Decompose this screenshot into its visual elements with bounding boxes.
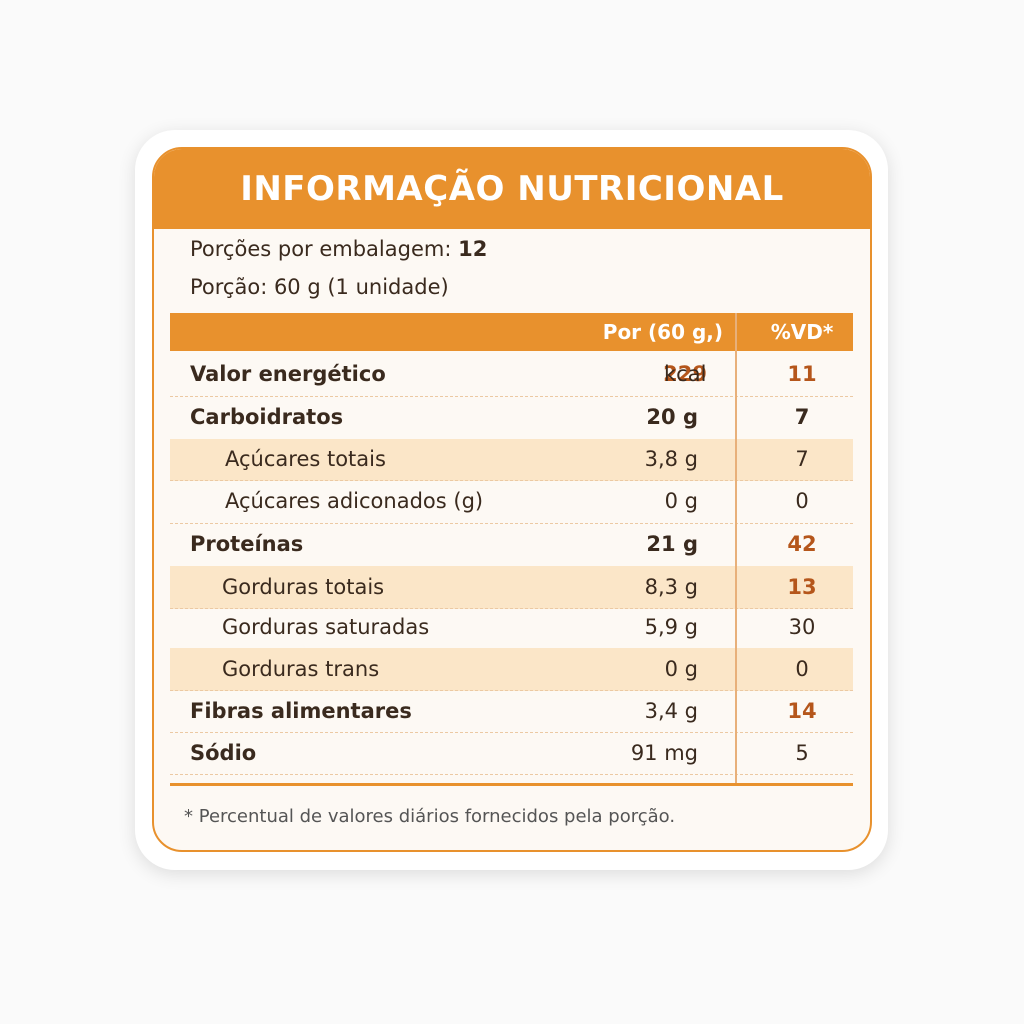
footnote-text: Percentual de valores diários fornecidos… bbox=[198, 806, 676, 827]
servings-label: Porções por embalagem: bbox=[190, 237, 452, 261]
nutrient: Sódio bbox=[190, 741, 257, 765]
nutrient: Açúcares totais bbox=[225, 447, 386, 471]
footnote: * Percentual de valores diários fornecid… bbox=[184, 806, 675, 827]
col-vd: %VD* bbox=[770, 320, 834, 344]
title: INFORMAÇÃO NUTRICIONAL bbox=[154, 149, 870, 229]
amount: 91 mg bbox=[630, 741, 698, 765]
table-header: Por (60 g,) %VD* bbox=[170, 313, 853, 351]
row: Proteínas 21 g 42 bbox=[170, 523, 853, 567]
vd: 7 bbox=[795, 447, 809, 471]
row: Sódio 91 mg 5 bbox=[170, 732, 853, 775]
amount: 3,4 g bbox=[644, 699, 698, 723]
amount: 0 g bbox=[664, 657, 698, 681]
vd: 30 bbox=[788, 615, 816, 639]
col-amount: Por (60 g,) bbox=[602, 320, 723, 344]
divider bbox=[735, 313, 737, 783]
vd: 7 bbox=[794, 405, 810, 429]
vd: 5 bbox=[795, 741, 809, 765]
nutrient: Proteínas bbox=[190, 532, 304, 556]
servings: Porções por embalagem: 12 bbox=[190, 237, 487, 261]
portion: Porção: 60 g (1 unidade) bbox=[190, 275, 449, 299]
row: Carboidratos 20 g 7 bbox=[170, 396, 853, 440]
vd: 42 bbox=[787, 532, 817, 556]
servings-value: 12 bbox=[458, 237, 488, 261]
amount: 3,8 g bbox=[644, 447, 698, 471]
amount: 20 g bbox=[646, 405, 698, 429]
nutrient: Gorduras saturadas bbox=[222, 615, 430, 639]
nutrient: Açúcares adiconados (g) bbox=[225, 489, 484, 513]
row: Fibras alimentares 3,4 g 14 bbox=[170, 691, 853, 733]
amount: 5,9 g bbox=[644, 615, 698, 639]
vd: 0 bbox=[795, 489, 809, 513]
row: Açúcares totais 3,8 g 7 bbox=[170, 439, 853, 481]
nutrient: Carboidratos bbox=[190, 405, 344, 429]
vd: 13 bbox=[787, 575, 817, 599]
row: Valor energético 229 kcal 11 bbox=[170, 353, 853, 397]
nutrient: Gorduras trans bbox=[222, 657, 380, 681]
row: Gorduras totais 8,3 g 13 bbox=[170, 566, 853, 609]
row: Açúcares adiconados (g) 0 g 0 bbox=[170, 480, 853, 524]
amount: 8,3 g bbox=[644, 575, 698, 599]
row: Gorduras trans 0 g 0 bbox=[170, 648, 853, 691]
vd: 0 bbox=[795, 657, 809, 681]
bottom-rule bbox=[170, 783, 853, 786]
footnote-mark: * bbox=[184, 806, 193, 827]
vd: 11 bbox=[787, 362, 817, 386]
amount: 0 g bbox=[664, 489, 698, 513]
nutrient: Valor energético bbox=[190, 362, 386, 386]
amount: 229 bbox=[663, 362, 707, 386]
card: INFORMAÇÃO NUTRICIONAL Porções por embal… bbox=[135, 130, 888, 870]
vd: 14 bbox=[787, 699, 817, 723]
nutrient: Fibras alimentares bbox=[190, 699, 412, 723]
unit: kcal bbox=[664, 362, 707, 386]
row: Gorduras saturadas 5,9 g 30 bbox=[170, 607, 853, 649]
amount: 21 g bbox=[646, 532, 698, 556]
label-box: INFORMAÇÃO NUTRICIONAL Porções por embal… bbox=[152, 147, 872, 852]
nutrient: Gorduras totais bbox=[222, 575, 385, 599]
